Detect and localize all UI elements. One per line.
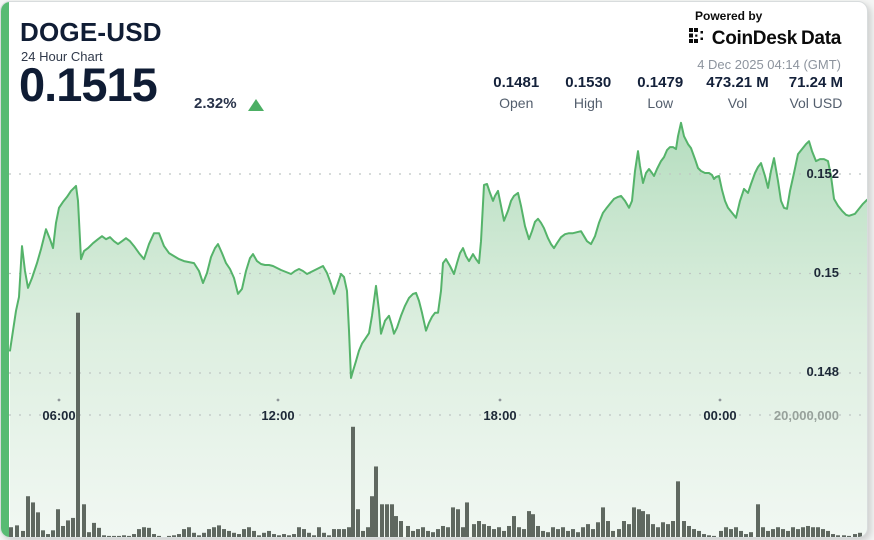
stat-label: Vol [727,95,748,111]
change-percent: 2.32% [194,95,237,112]
stat-vol: 473.21 M Vol [706,74,769,111]
stat-vol-usd: 71.24 M Vol USD [789,74,843,111]
symbol-title: DOGE-USD [20,17,162,47]
x-axis-tick-1200: 12:00 [261,408,295,423]
powered-by-label: Powered by [695,9,763,23]
y-axis-tick-0152: 0.152 [806,166,839,181]
stat-open: 0.1481 Open [490,74,542,111]
stat-value: 0.1479 [637,74,684,91]
y-axis-tick-0148: 0.148 [806,364,839,379]
volume-axis-label: 20,000,000 [773,408,839,423]
stat-value: 0.1530 [565,74,612,91]
coindesk-logo-icon [688,27,707,50]
x-axis-tick-1800: 18:00 [483,408,517,423]
up-triangle-icon [248,99,264,111]
stat-label: Vol USD [789,95,843,111]
stat-label: Low [647,95,674,111]
y-axis-tick-015: 0.15 [813,265,839,280]
stat-label: Open [499,95,534,111]
stat-high: 0.1530 High [562,74,614,111]
stat-value: 71.24 M [788,74,843,91]
chart-layers [9,121,867,537]
current-price: 0.1515 [19,58,158,111]
stat-label: High [573,95,603,111]
timestamp: 4 Dec 2025 04:14 (GMT) [697,57,841,72]
stat-value: 0.1481 [493,74,540,91]
x-axis-tick-0000: 00:00 [703,408,737,423]
stat-low: 0.1479 Low [634,74,686,111]
stats-row: 0.1481 Open 0.1530 High 0.1479 Low 473.2… [490,74,843,111]
stat-value: 473.21 M [706,74,769,91]
coindesk-logo[interactable]: CoinDesk Data [688,27,842,50]
brand-name: CoinDesk Data [711,27,842,49]
chart-subtitle: 24 Hour Chart [21,49,103,64]
x-axis-tick-0600: 06:00 [42,408,76,423]
left-accent-bar [1,2,9,537]
